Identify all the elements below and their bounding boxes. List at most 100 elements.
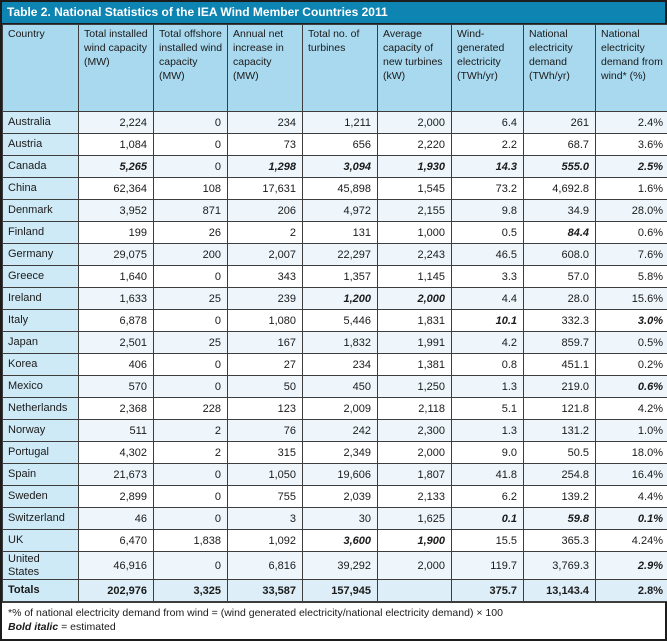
value-cell: 1,084 <box>79 134 154 156</box>
value-cell: 0 <box>154 508 228 530</box>
value-cell: 1,633 <box>79 288 154 310</box>
value-cell: 343 <box>228 266 303 288</box>
value-cell: 4.24% <box>596 530 667 552</box>
country-cell: Germany <box>3 244 79 266</box>
value-cell: 3.0% <box>596 310 667 332</box>
value-cell: 239 <box>228 288 303 310</box>
value-cell: 0 <box>154 354 228 376</box>
value-cell: 73.2 <box>452 178 524 200</box>
country-cell: Mexico <box>3 376 79 398</box>
country-cell: Sweden <box>3 486 79 508</box>
country-cell: Denmark <box>3 200 79 222</box>
value-cell: 871 <box>154 200 228 222</box>
value-cell: 6,878 <box>79 310 154 332</box>
value-cell: 27 <box>228 354 303 376</box>
value-cell: 450 <box>303 376 378 398</box>
value-cell: 1.3 <box>452 376 524 398</box>
value-cell: 1,930 <box>378 156 452 178</box>
value-cell: 4.4% <box>596 486 667 508</box>
value-cell: 15.5 <box>452 530 524 552</box>
value-cell: 0.2% <box>596 354 667 376</box>
value-cell: 0.5 <box>452 222 524 244</box>
value-cell: 2,243 <box>378 244 452 266</box>
footnote-legend-rest: = estimated <box>58 621 116 633</box>
value-cell: 0.1% <box>596 508 667 530</box>
value-cell: 1,211 <box>303 112 378 134</box>
value-cell: 2,501 <box>79 332 154 354</box>
value-cell: 1.0% <box>596 420 667 442</box>
value-cell: 199 <box>79 222 154 244</box>
value-cell: 0 <box>154 112 228 134</box>
value-cell: 131 <box>303 222 378 244</box>
column-header: National electricity demand from wind* (… <box>596 25 667 112</box>
value-cell: 2,039 <box>303 486 378 508</box>
value-cell: 7.6% <box>596 244 667 266</box>
value-cell: 14.3 <box>452 156 524 178</box>
country-cell: Canada <box>3 156 79 178</box>
value-cell: 45,898 <box>303 178 378 200</box>
value-cell: 0 <box>154 134 228 156</box>
value-cell: 2,220 <box>378 134 452 156</box>
value-cell: 4,302 <box>79 442 154 464</box>
value-cell: 1,080 <box>228 310 303 332</box>
country-cell: Portugal <box>3 442 79 464</box>
country-cell: Australia <box>3 112 79 134</box>
column-header: Average capacity of new turbines (kW) <box>378 25 452 112</box>
value-cell: 1,381 <box>378 354 452 376</box>
value-cell: 0 <box>154 156 228 178</box>
footnote-legend-term: Bold italic <box>8 621 58 633</box>
country-cell: Finland <box>3 222 79 244</box>
value-cell: 3,769.3 <box>524 552 596 580</box>
value-cell: 19,606 <box>303 464 378 486</box>
value-cell: 1,831 <box>378 310 452 332</box>
value-cell: 406 <box>79 354 154 376</box>
country-cell: Spain <box>3 464 79 486</box>
value-cell: 119.7 <box>452 552 524 580</box>
value-cell: 254.8 <box>524 464 596 486</box>
value-cell: 46,916 <box>79 552 154 580</box>
value-cell: 34.9 <box>524 200 596 222</box>
value-cell: 2,349 <box>303 442 378 464</box>
value-cell: 50.5 <box>524 442 596 464</box>
value-cell: 1,000 <box>378 222 452 244</box>
value-cell: 570 <box>79 376 154 398</box>
value-cell: 2,899 <box>79 486 154 508</box>
value-cell: 5,446 <box>303 310 378 332</box>
value-cell: 50 <box>228 376 303 398</box>
value-cell: 755 <box>228 486 303 508</box>
value-cell: 261 <box>524 112 596 134</box>
value-cell: 25 <box>154 288 228 310</box>
value-cell: 123 <box>228 398 303 420</box>
value-cell: 76 <box>228 420 303 442</box>
value-cell: 2 <box>228 222 303 244</box>
value-cell: 0 <box>154 464 228 486</box>
value-cell: 0.1 <box>452 508 524 530</box>
value-cell: 10.1 <box>452 310 524 332</box>
value-cell: 2,000 <box>378 442 452 464</box>
value-cell: 2.5% <box>596 156 667 178</box>
value-cell: 0.6% <box>596 376 667 398</box>
value-cell: 3.3 <box>452 266 524 288</box>
value-cell: 6.2 <box>452 486 524 508</box>
value-cell: 0 <box>154 266 228 288</box>
value-cell: 59.8 <box>524 508 596 530</box>
value-cell: 1,145 <box>378 266 452 288</box>
value-cell: 4,692.8 <box>524 178 596 200</box>
value-cell: 167 <box>228 332 303 354</box>
value-cell: 73 <box>228 134 303 156</box>
value-cell: 25 <box>154 332 228 354</box>
country-cell: Ireland <box>3 288 79 310</box>
value-cell: 0.8 <box>452 354 524 376</box>
